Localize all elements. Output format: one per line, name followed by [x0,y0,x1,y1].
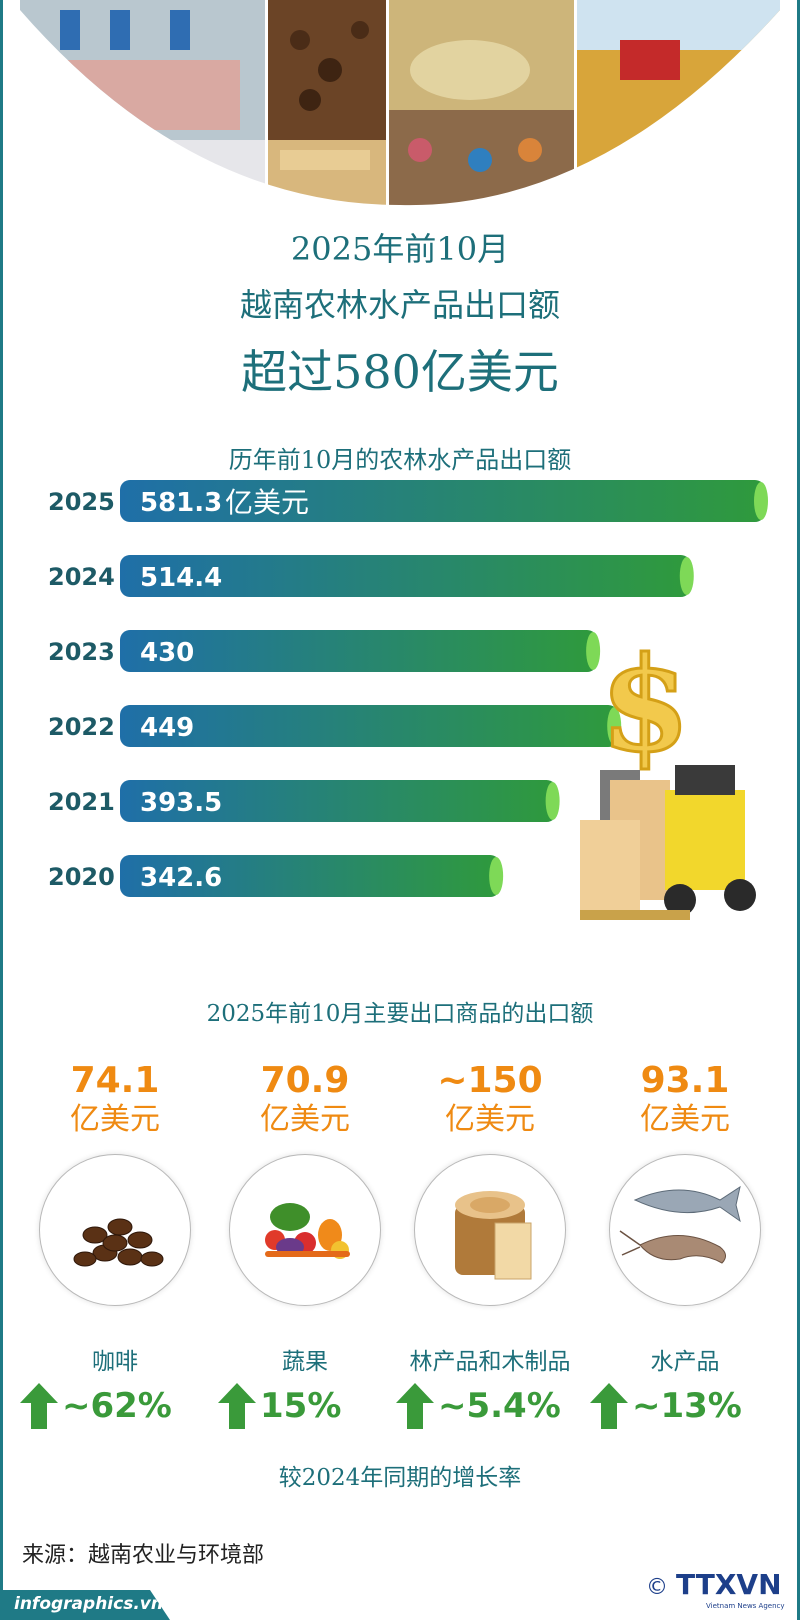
growth-value: 15% [260,1386,342,1426]
commodity-name: 林产品和木制品 [409,1349,571,1375]
bar-end-cap [754,482,768,520]
commodity-value: 70.9 [260,1060,350,1101]
bar-2025 [120,480,765,522]
commodity-unit: 亿美元 [640,1102,730,1137]
commodities-subtitle: 2025年前10月主要出口商品的出口额 [206,1001,594,1027]
source-note: 来源：越南农业与环境部 [22,1543,265,1568]
commodity-unit: 亿美元 [445,1102,535,1137]
bar-value-label: 393.5 [140,788,222,818]
commodity-value: 74.1 [70,1060,160,1101]
fish-shrimp-icon [609,1154,761,1306]
bar-end-cap [586,632,601,670]
commodity-vegetables: 70.9 亿美元 蔬果 [210,1060,400,1376]
bar-year-label: 2020 [48,863,115,891]
commodity-name: 蔬果 [282,1349,328,1375]
vegetables-icon [229,1154,381,1306]
growth-caption: 较2024年同期的增长率 [278,1465,522,1491]
growth-value: ~5.4% [438,1386,561,1426]
up-arrow-icon [20,1383,58,1429]
export-bar-chart: 2025 581.3 亿美元 2024 514.4 2023 430 2022 449 2021 3… [48,480,768,897]
bar-2024 [120,555,691,597]
page-title-line2: 越南农林水产品出口额 [239,286,560,324]
growth-wood: ~5.4% [396,1382,561,1430]
footer-site-link[interactable]: infographics.vn [14,1594,163,1614]
growth-seafood: ~13% [590,1382,742,1430]
commodity-name: 水产品 [650,1349,720,1375]
bar-2023 [120,630,598,672]
commodity-name: 咖啡 [92,1349,138,1375]
growth-coffee: ~62% [20,1382,172,1430]
page-title-headline: 超过580亿美元 [241,345,559,399]
bar-end-cap [679,557,694,595]
up-arrow-icon [218,1383,256,1429]
copyright-symbol: © [646,1575,668,1600]
commodity-wood: ~150 亿美元 林产品和木制品 [395,1060,585,1376]
commodity-unit: 亿美元 [70,1102,160,1137]
bar-year-label: 2024 [48,563,115,591]
bar-year-label: 2021 [48,788,115,816]
bar-value-label: 342.6 [140,863,222,893]
bar-2021 [120,780,557,822]
bar-end-cap [607,707,622,745]
bar-2020 [120,855,501,897]
commodity-unit: 亿美元 [260,1102,350,1137]
bar-year-label: 2022 [48,713,115,741]
bar-end-cap [489,857,504,895]
growth-value: ~62% [62,1386,172,1426]
up-arrow-icon [396,1383,434,1429]
bar-end-cap [545,782,560,820]
footer-tab [0,1590,170,1620]
bar-value-label: 514.4 [140,563,222,593]
bar-value-label: 449 [140,713,194,743]
bar-unit-label: 亿美元 [225,486,309,519]
growth-value: ~13% [632,1386,742,1426]
page-title-line1: 2025年前10月 [290,230,510,268]
commodity-value: 93.1 [640,1060,730,1101]
header-photo-collage [0,0,800,210]
logo-subtitle: Vietnam News Agency [706,1602,785,1610]
commodity-seafood: 93.1 亿美元 水产品 [590,1060,780,1376]
commodity-coffee: 74.1 亿美元 咖啡 [20,1060,210,1376]
ttxvn-logo: © TTXVN Vietnam News Agency [646,1568,785,1610]
bar-year-label: 2023 [48,638,115,666]
bar-value-label: 430 [140,638,194,668]
coffee-beans-icon [39,1154,191,1306]
logo-wordmark: TTXVN [676,1568,782,1601]
up-arrow-icon [590,1383,628,1429]
bar-year-label: 2025 [48,488,115,516]
bar-2022 [120,705,619,747]
forklift-dollar-illustration: $ [580,630,756,920]
commodity-value: ~150 [437,1060,543,1101]
growth-vegetables: 15% [218,1382,341,1430]
svg-text:$: $ [600,630,690,781]
wood-stump-icon [414,1154,566,1306]
bar-value-label: 581.3 [140,488,222,518]
chart-title: 历年前10月的农林水产品出口额 [228,446,572,474]
